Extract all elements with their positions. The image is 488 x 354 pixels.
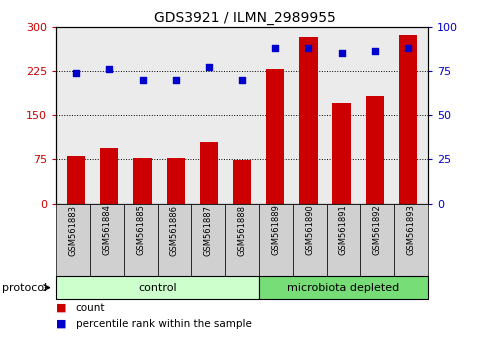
Text: GSM561884: GSM561884 — [102, 205, 111, 256]
Bar — [133, 158, 151, 204]
Point — [337, 50, 345, 56]
Text: GSM561888: GSM561888 — [237, 205, 246, 256]
Point — [138, 77, 146, 82]
Point — [238, 77, 245, 82]
Bar — [199, 142, 218, 204]
Point — [204, 64, 212, 70]
Text: count: count — [76, 303, 105, 313]
Bar — [232, 160, 251, 204]
Text: GSM561889: GSM561889 — [271, 205, 280, 256]
Text: GSM561886: GSM561886 — [170, 205, 179, 256]
Text: GSM561883: GSM561883 — [68, 205, 78, 256]
Point — [72, 70, 80, 75]
Bar — [265, 69, 284, 204]
Point — [105, 66, 113, 72]
Point — [171, 77, 179, 82]
Text: protocol: protocol — [2, 282, 48, 293]
Bar — [398, 35, 416, 204]
Text: ■: ■ — [56, 303, 66, 313]
Text: GSM561885: GSM561885 — [136, 205, 145, 256]
Bar — [166, 158, 184, 204]
Bar — [67, 156, 85, 204]
Text: microbiota depleted: microbiota depleted — [286, 282, 399, 293]
Text: ■: ■ — [56, 319, 66, 329]
Point — [304, 45, 312, 51]
Text: control: control — [138, 282, 177, 293]
Bar — [299, 36, 317, 204]
Text: GSM561892: GSM561892 — [372, 205, 381, 255]
Point — [403, 45, 411, 51]
Bar — [365, 96, 383, 204]
Bar — [100, 148, 118, 204]
Text: GDS3921 / ILMN_2989955: GDS3921 / ILMN_2989955 — [153, 11, 335, 25]
Text: GSM561893: GSM561893 — [406, 205, 415, 256]
Point — [271, 45, 279, 51]
Text: GSM561890: GSM561890 — [305, 205, 313, 255]
Bar — [332, 103, 350, 204]
Point — [370, 48, 378, 54]
Text: percentile rank within the sample: percentile rank within the sample — [76, 319, 251, 329]
Text: GSM561887: GSM561887 — [203, 205, 212, 256]
Text: GSM561891: GSM561891 — [338, 205, 347, 255]
